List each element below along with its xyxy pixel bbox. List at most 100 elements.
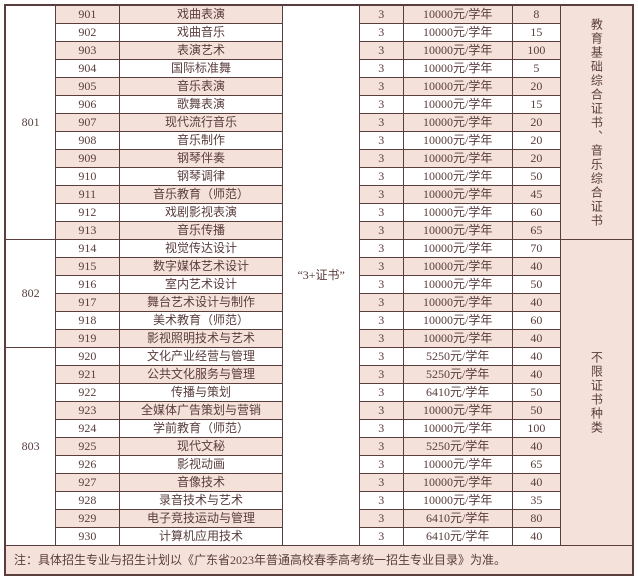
plan-cell: 20 — [512, 150, 560, 168]
major-code-cell: 915 — [56, 258, 119, 276]
major-name-cell: 美术教育（师范） — [119, 312, 283, 330]
plan-cell: 5 — [512, 60, 560, 78]
duration-cell: 3 — [359, 222, 403, 240]
major-name-cell: 音乐传播 — [119, 222, 283, 240]
major-name-cell: 歌舞表演 — [119, 96, 283, 114]
footnote-row: 注：具体招生专业与招生计划以《广东省2023年普通高校春季高考统一招生专业目录》… — [6, 546, 633, 575]
duration-cell: 3 — [359, 348, 403, 366]
duration-cell: 3 — [359, 402, 403, 420]
major-code-cell: 909 — [56, 150, 119, 168]
fee-cell: 10000元/学年 — [403, 132, 512, 150]
admissions-table-wrapper: 801901戏曲表演“3+证书”310000元/学年8教育基础综合证书、音乐综合… — [4, 4, 634, 576]
duration-cell: 3 — [359, 528, 403, 546]
duration-cell: 3 — [359, 24, 403, 42]
major-name-cell: 室内艺术设计 — [119, 276, 283, 294]
duration-cell: 3 — [359, 114, 403, 132]
major-code-cell: 902 — [56, 24, 119, 42]
major-code-cell: 917 — [56, 294, 119, 312]
major-name-cell: 钢琴伴奏 — [119, 150, 283, 168]
major-code-cell: 918 — [56, 312, 119, 330]
plan-cell: 80 — [512, 510, 560, 528]
fee-cell: 6410元/学年 — [403, 510, 512, 528]
plan-cell: 50 — [512, 168, 560, 186]
duration-cell: 3 — [359, 6, 403, 24]
plan-cell: 20 — [512, 114, 560, 132]
exam-type-cell: “3+证书” — [283, 6, 359, 546]
major-name-cell: 影视照明技术与艺术 — [119, 330, 283, 348]
major-name-cell: 音像技术 — [119, 474, 283, 492]
fee-cell: 10000元/学年 — [403, 402, 512, 420]
duration-cell: 3 — [359, 258, 403, 276]
fee-cell: 10000元/学年 — [403, 456, 512, 474]
duration-cell: 3 — [359, 42, 403, 60]
major-name-cell: 舞台艺术设计与制作 — [119, 294, 283, 312]
fee-cell: 10000元/学年 — [403, 222, 512, 240]
major-code-cell: 907 — [56, 114, 119, 132]
duration-cell: 3 — [359, 240, 403, 258]
group-code-cell: 803 — [6, 348, 56, 546]
fee-cell: 10000元/学年 — [403, 312, 512, 330]
footnote-cell: 注：具体招生专业与招生计划以《广东省2023年普通高校春季高考统一招生专业目录》… — [6, 546, 633, 575]
plan-cell: 40 — [512, 258, 560, 276]
fee-cell: 10000元/学年 — [403, 258, 512, 276]
duration-cell: 3 — [359, 96, 403, 114]
major-code-cell: 923 — [56, 402, 119, 420]
duration-cell: 3 — [359, 132, 403, 150]
major-code-cell: 913 — [56, 222, 119, 240]
major-code-cell: 924 — [56, 420, 119, 438]
duration-cell: 3 — [359, 474, 403, 492]
fee-cell: 5250元/学年 — [403, 438, 512, 456]
duration-cell: 3 — [359, 456, 403, 474]
admissions-table: 801901戏曲表演“3+证书”310000元/学年8教育基础综合证书、音乐综合… — [5, 5, 633, 575]
major-name-cell: 戏曲音乐 — [119, 24, 283, 42]
plan-cell: 100 — [512, 42, 560, 60]
duration-cell: 3 — [359, 60, 403, 78]
duration-cell: 3 — [359, 150, 403, 168]
major-name-cell: 传播与策划 — [119, 384, 283, 402]
fee-cell: 10000元/学年 — [403, 6, 512, 24]
duration-cell: 3 — [359, 420, 403, 438]
major-code-cell: 925 — [56, 438, 119, 456]
fee-cell: 10000元/学年 — [403, 276, 512, 294]
plan-cell: 45 — [512, 186, 560, 204]
group-code-cell: 801 — [6, 6, 56, 240]
note-cell: 不限证书种类 — [560, 240, 632, 546]
duration-cell: 3 — [359, 330, 403, 348]
fee-cell: 6410元/学年 — [403, 528, 512, 546]
group-code-cell: 802 — [6, 240, 56, 348]
plan-cell: 15 — [512, 96, 560, 114]
major-code-cell: 928 — [56, 492, 119, 510]
major-code-cell: 908 — [56, 132, 119, 150]
major-code-cell: 904 — [56, 60, 119, 78]
major-name-cell: 国际标准舞 — [119, 60, 283, 78]
duration-cell: 3 — [359, 384, 403, 402]
fee-cell: 10000元/学年 — [403, 474, 512, 492]
major-code-cell: 919 — [56, 330, 119, 348]
plan-cell: 65 — [512, 222, 560, 240]
plan-cell: 50 — [512, 402, 560, 420]
table-row: 801901戏曲表演“3+证书”310000元/学年8教育基础综合证书、音乐综合… — [6, 6, 633, 24]
major-code-cell: 911 — [56, 186, 119, 204]
plan-cell: 70 — [512, 240, 560, 258]
fee-cell: 10000元/学年 — [403, 330, 512, 348]
major-name-cell: 影视动画 — [119, 456, 283, 474]
major-name-cell: 录音技术与艺术 — [119, 492, 283, 510]
major-name-cell: 戏剧影视表演 — [119, 204, 283, 222]
fee-cell: 10000元/学年 — [403, 294, 512, 312]
major-code-cell: 914 — [56, 240, 119, 258]
major-code-cell: 906 — [56, 96, 119, 114]
duration-cell: 3 — [359, 312, 403, 330]
duration-cell: 3 — [359, 276, 403, 294]
major-code-cell: 927 — [56, 474, 119, 492]
major-code-cell: 910 — [56, 168, 119, 186]
fee-cell: 10000元/学年 — [403, 114, 512, 132]
fee-cell: 10000元/学年 — [403, 492, 512, 510]
plan-cell: 35 — [512, 492, 560, 510]
duration-cell: 3 — [359, 510, 403, 528]
fee-cell: 10000元/学年 — [403, 24, 512, 42]
major-code-cell: 921 — [56, 366, 119, 384]
fee-cell: 10000元/学年 — [403, 204, 512, 222]
fee-cell: 10000元/学年 — [403, 150, 512, 168]
duration-cell: 3 — [359, 366, 403, 384]
fee-cell: 10000元/学年 — [403, 78, 512, 96]
